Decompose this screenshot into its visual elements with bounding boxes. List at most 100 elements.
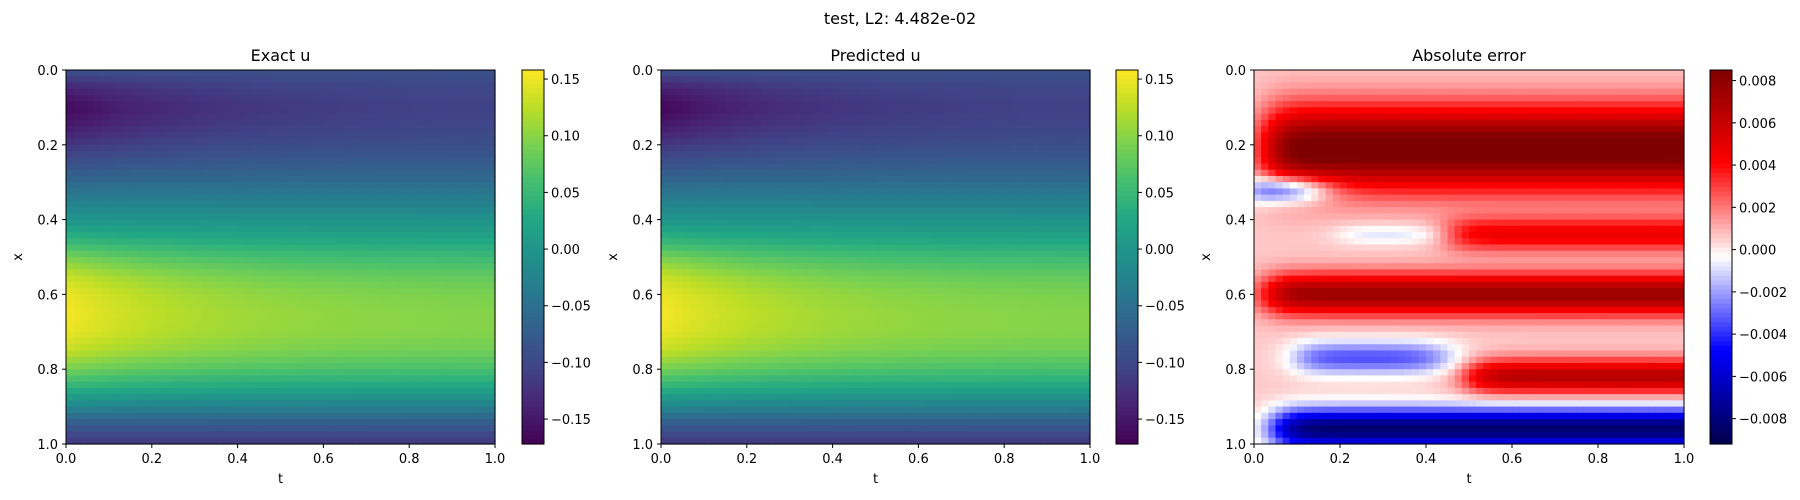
heatmap-cell: [1047, 113, 1055, 121]
heatmap-cell: [982, 88, 991, 96]
heatmap-cell: [896, 163, 905, 171]
heatmap-cell: [309, 331, 317, 339]
heatmap-cell: [259, 219, 267, 227]
heatmap-cell: [216, 263, 224, 271]
heatmap-cell: [359, 350, 367, 358]
heatmap-cell: [158, 188, 167, 196]
heatmap-cell: [201, 257, 210, 264]
heatmap-cell: [73, 300, 81, 308]
heatmap-cell: [166, 175, 174, 183]
heatmap-cell: [244, 200, 253, 208]
heatmap-cell: [273, 294, 282, 302]
heatmap-cell: [209, 82, 217, 90]
heatmap-cell: [703, 175, 712, 183]
heatmap-cell: [158, 275, 167, 283]
heatmap-cell: [473, 419, 482, 426]
heatmap-cell: [151, 163, 160, 171]
heatmap-cell: [116, 419, 124, 426]
heatmap-cell: [768, 163, 776, 171]
heatmap-cell: [473, 144, 482, 152]
heatmap-cell: [811, 70, 819, 77]
heatmap-cell: [130, 175, 139, 183]
heatmap-cell: [416, 400, 425, 408]
heatmap-cell: [904, 163, 912, 171]
heatmap-cell: [487, 431, 496, 439]
heatmap-cell: [1075, 188, 1084, 196]
heatmap-cell: [187, 288, 196, 295]
colorbar-segment: [522, 172, 544, 179]
heatmap-cell: [330, 70, 339, 77]
heatmap-cell: [123, 375, 131, 383]
heatmap-cell: [137, 94, 146, 102]
heatmap-cell: [466, 126, 475, 133]
heatmap-cell: [466, 288, 475, 295]
heatmap-cell: [1025, 70, 1034, 77]
heatmap-cell: [323, 344, 332, 352]
heatmap-cell: [130, 412, 139, 420]
heatmap-cell: [137, 207, 146, 214]
heatmap-cell: [911, 175, 919, 183]
heatmap-cell: [487, 288, 496, 295]
heatmap-cell: [904, 169, 912, 177]
heatmap-cell: [330, 281, 339, 289]
heatmap-cell: [437, 331, 446, 339]
heatmap-cell: [101, 306, 110, 314]
heatmap-cell: [201, 132, 210, 140]
heatmap-cell: [230, 244, 239, 252]
heatmap-cell: [832, 113, 841, 121]
heatmap-cell: [761, 107, 769, 115]
heatmap-cell: [409, 344, 417, 352]
heatmap-cell: [301, 76, 310, 84]
heatmap-cell: [682, 119, 691, 127]
heatmap-cell: [947, 175, 955, 183]
heatmap-cell: [237, 207, 246, 214]
heatmap-cell: [366, 151, 375, 158]
heatmap-cell: [380, 182, 389, 190]
heatmap-cell: [746, 119, 755, 127]
heatmap-cell: [689, 169, 698, 177]
heatmap-cell: [487, 375, 496, 383]
heatmap-cell: [1039, 76, 1048, 84]
heatmap-cell: [711, 82, 719, 90]
heatmap-cell: [230, 406, 239, 414]
heatmap-cell: [997, 157, 1005, 165]
heatmap-cell: [287, 300, 296, 308]
heatmap-cell: [273, 126, 282, 133]
heatmap-cell: [373, 76, 382, 84]
heatmap-cell: [811, 175, 819, 183]
heatmap-cell: [173, 257, 181, 264]
heatmap-cell: [123, 182, 131, 190]
heatmap-cell: [237, 225, 246, 233]
heatmap-cell: [316, 269, 324, 277]
heatmap-cell: [158, 338, 167, 345]
heatmap-cell: [466, 375, 475, 383]
heatmap-cell: [266, 387, 274, 395]
heatmap-cell: [789, 107, 798, 115]
heatmap-cell: [394, 356, 403, 364]
heatmap-cell: [244, 132, 253, 140]
heatmap-cell: [223, 151, 232, 158]
heatmap-cell: [173, 375, 181, 383]
heatmap-cell: [868, 88, 877, 96]
heatmap-cell: [416, 412, 425, 420]
heatmap-cell: [87, 132, 96, 140]
heatmap-cell: [330, 263, 339, 271]
heatmap-cell: [173, 331, 181, 339]
heatmap-cell: [423, 375, 432, 383]
heatmap-cell: [280, 132, 289, 140]
heatmap-cell: [216, 244, 224, 252]
heatmap-cell: [216, 350, 224, 358]
heatmap-cell: [280, 437, 289, 445]
heatmap-cell: [194, 119, 203, 127]
heatmap-cell: [968, 94, 977, 102]
heatmap-cell: [1075, 175, 1084, 183]
heatmap-cell: [223, 163, 232, 171]
heatmap-cell: [380, 119, 389, 127]
heatmap-cell: [251, 175, 260, 183]
heatmap-cell: [789, 132, 798, 140]
heatmap-cell: [209, 94, 217, 102]
heatmap-cell: [409, 126, 417, 133]
heatmap-cell: [682, 157, 691, 165]
heatmap-cell: [459, 263, 467, 271]
heatmap-cell: [394, 182, 403, 190]
